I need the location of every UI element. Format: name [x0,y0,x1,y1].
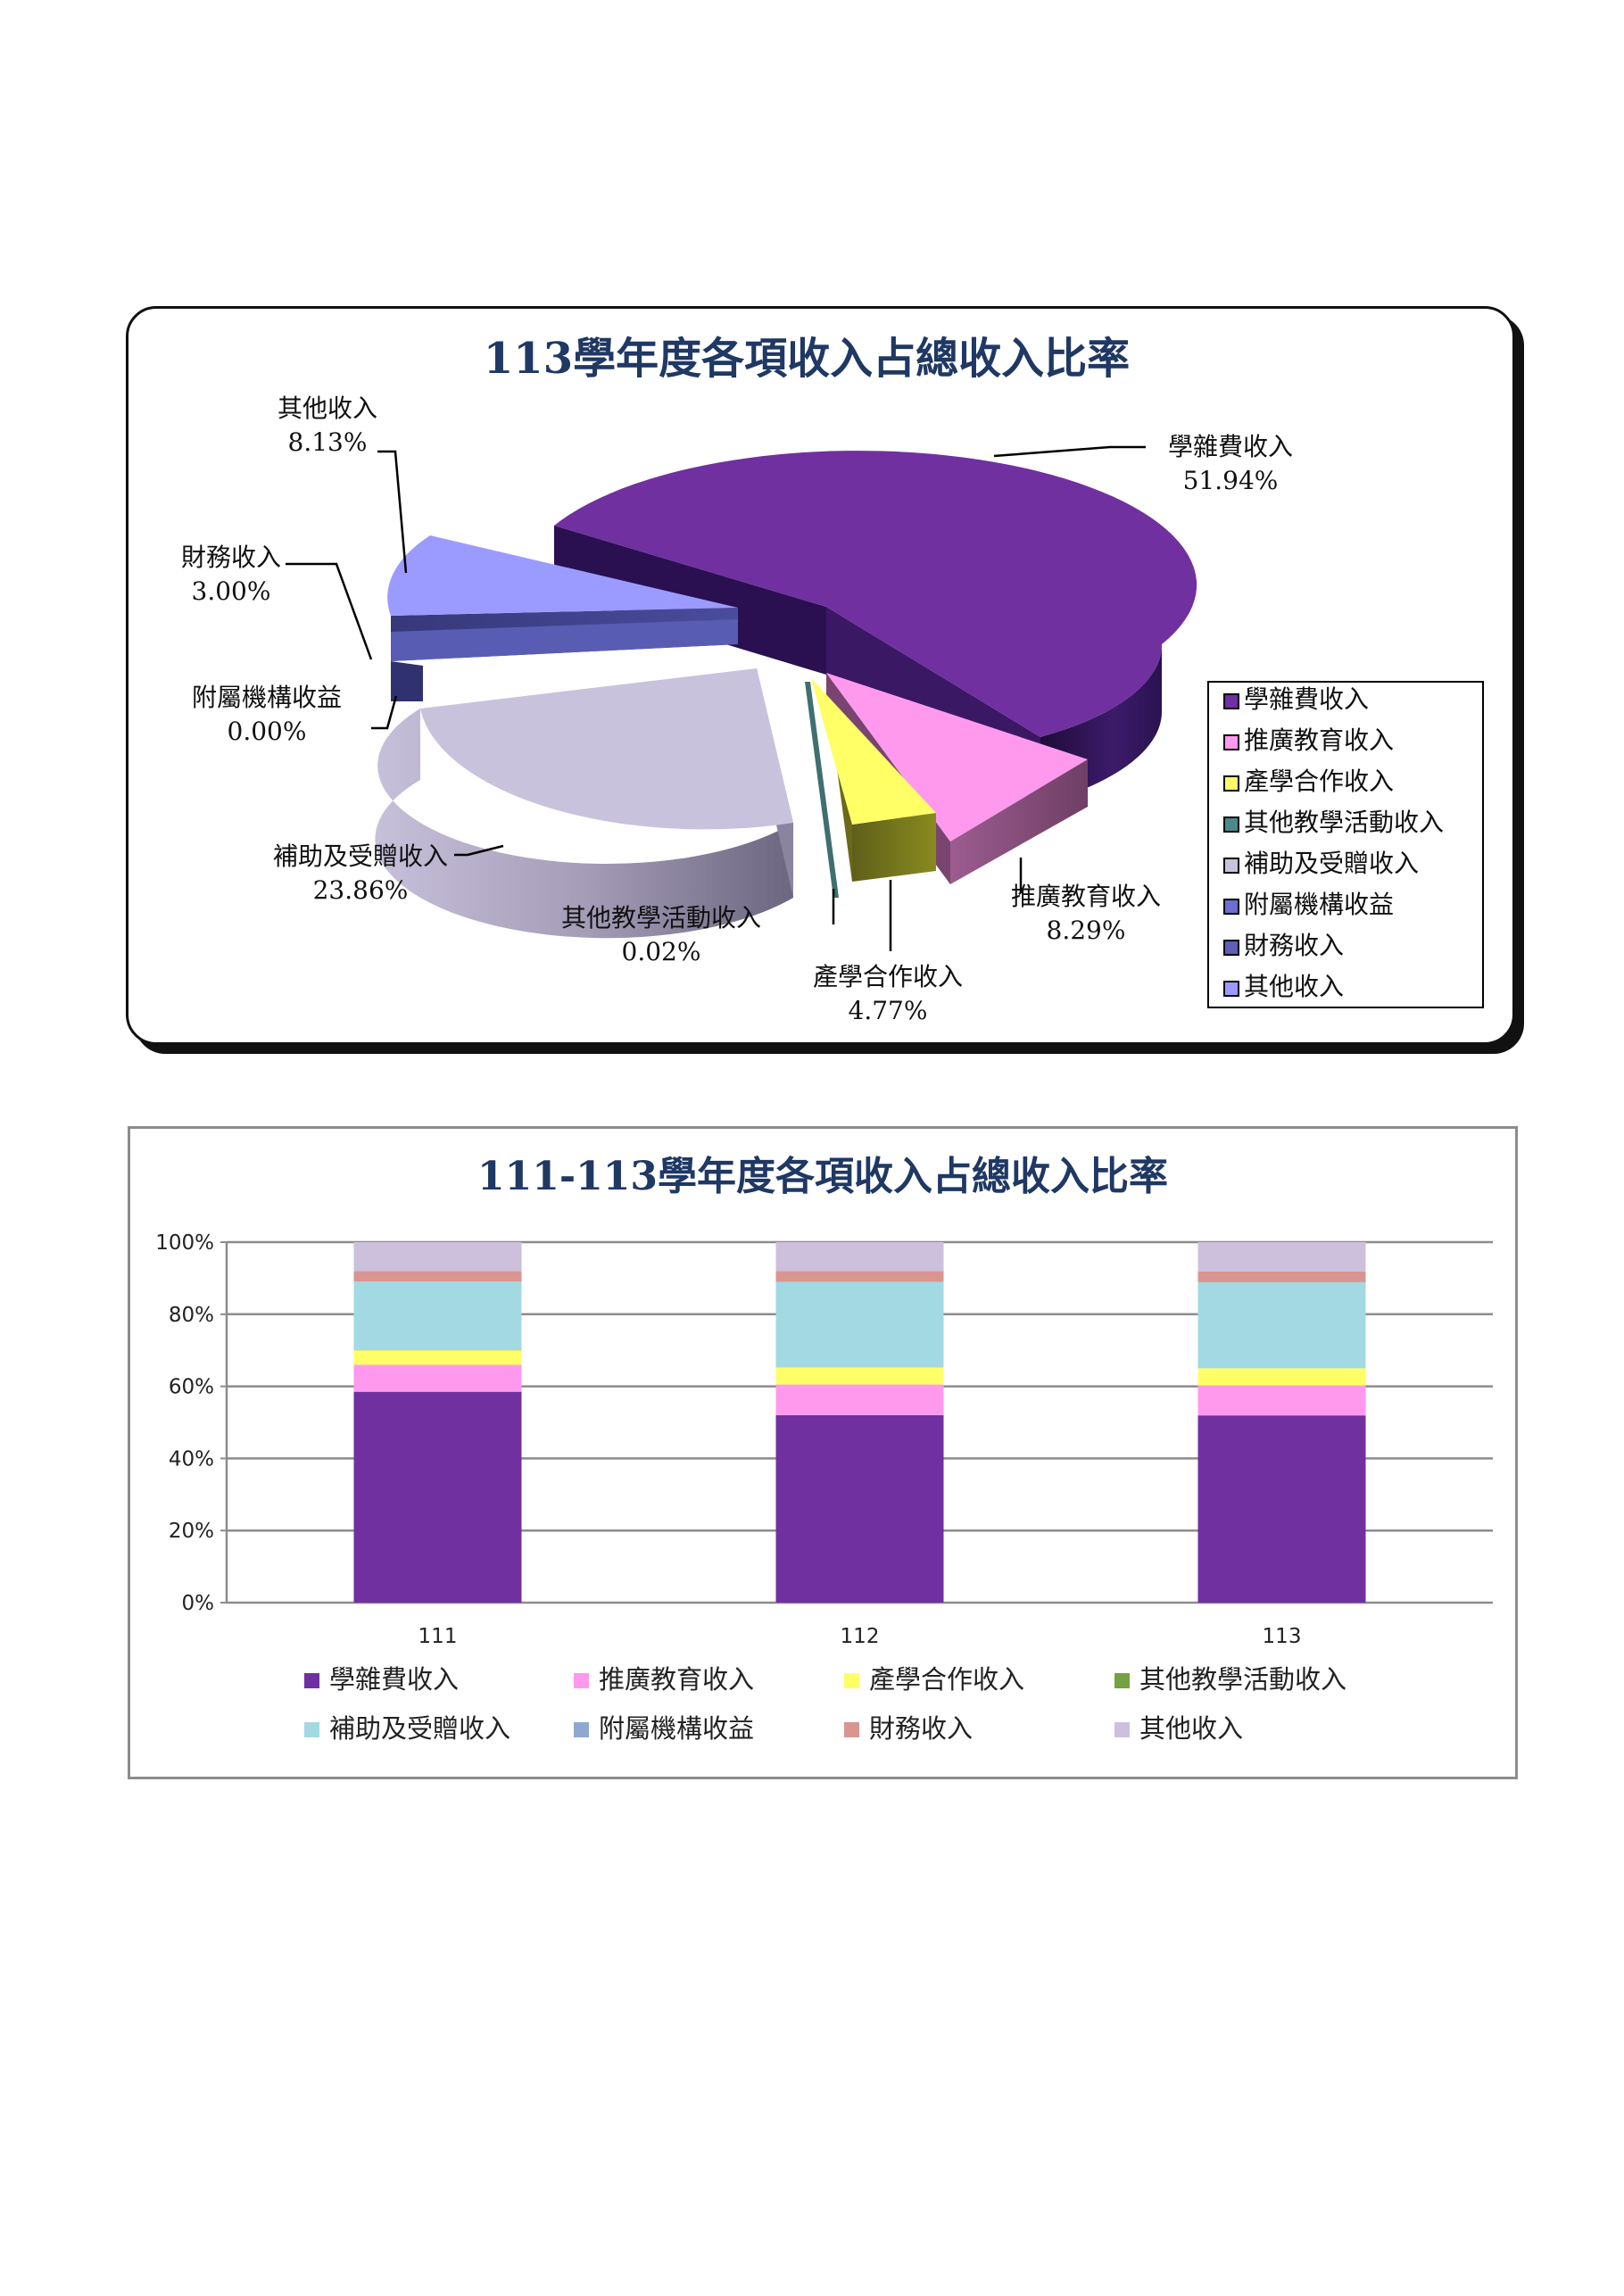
bar-legend-label: 產學合作收入 [869,1664,1024,1695]
pie-legend-swatch [1223,693,1239,709]
pie-slice-finance [391,618,738,701]
pie-legend-swatch [1223,734,1239,750]
pie-legend-label: 學雜費收入 [1244,684,1369,714]
pie-label-name: 其他教學活動收入 [561,903,761,932]
bar-legend-swatch [574,1722,589,1737]
bar-y-tick-label: 20% [169,1520,214,1543]
bar-legend-swatch [574,1673,589,1688]
pie-legend-swatch [1223,858,1239,874]
pie-legend-swatch [1223,981,1239,997]
stacked-bar-chart: 111-113學年度各項收入占總收入比率 0%20%40%60%80%100% … [155,1154,1493,1744]
bar-segment [1197,1242,1366,1272]
bar-marks [353,1242,1366,1603]
bar-legend-swatch [1114,1673,1130,1688]
bar-y-axis: 0% 20% 40% 60% 80% 100% [155,1231,228,1615]
pie-label-value: 3.00% [192,576,271,606]
pie-legend-swatch [1223,775,1239,792]
bar-legend-label: 補助及受贈收入 [329,1713,510,1744]
pie-title: 113學年度各項收入占總收入比率 [484,334,1130,384]
bar-legend-swatch [304,1673,319,1688]
pie-labels: 學雜費收入 51.94% 推廣教育收入 8.29% 產學合作收入 4.77% 其… [181,394,1293,1025]
bar-y-tick-label: 0% [182,1592,215,1615]
pie-label-name: 學雜費收入 [1168,432,1293,461]
pie-legend-swatch [1223,899,1239,915]
bar-x-tick-label: 113 [1263,1625,1302,1648]
pie-label-name: 產學合作收入 [813,962,963,991]
pie-chart-panel: 113學年度各項收入占總收入比率 [126,306,1515,1045]
bar-legend-label: 學雜費收入 [329,1664,459,1695]
bar-legend-label: 推廣教育收入 [599,1664,754,1695]
bar-segment [353,1350,522,1365]
pie-chart: 113學年度各項收入占總收入比率 [181,334,1484,1025]
pie-label-value: 23.86% [313,875,409,905]
bar-legend-swatch [304,1722,319,1737]
pie-label-name: 財務收入 [181,543,281,572]
bar-segment [775,1414,944,1603]
bar-segment [775,1384,944,1415]
bar-segment [353,1391,522,1603]
pie-slice-other-teaching [805,682,839,898]
pie-label-name: 補助及受贈收入 [273,841,448,871]
bar-segment [1197,1271,1366,1282]
bar-y-tick-label: 80% [169,1304,214,1327]
pie-legend: 學雜費收入推廣教育收入產學合作收入其他教學活動收入補助及受贈收入附屬機構收益財務… [1207,681,1484,1008]
bar-legend-label: 其他教學活動收入 [1139,1664,1346,1695]
bar-y-tick-label: 40% [169,1447,214,1471]
bar-x-tick-label: 111 [418,1625,458,1648]
bar-legend-label: 其他收入 [1139,1713,1243,1744]
pie-label-value: 4.77% [849,996,928,1025]
bar-segment [775,1367,944,1385]
bar-legend-swatch [1114,1722,1130,1737]
bar-title: 111-113學年度各項收入占總收入比率 [477,1154,1168,1199]
bar-segment [353,1364,522,1392]
pie-label-value: 51.94% [1183,466,1279,495]
pie-label-name: 其他收入 [278,394,377,423]
bar-y-tick-label: 60% [169,1376,214,1399]
pie-legend-label: 產學合作收入 [1244,767,1394,796]
pie-legend-label: 其他教學活動收入 [1244,808,1444,837]
bar-chart-panel: 111-113學年度各項收入占總收入比率 0% 20% 40% 60% 80% 100% … [128,1126,1518,1779]
bar-segment [1197,1415,1366,1603]
bar-segment [353,1271,522,1282]
pie-legend-swatch [1223,940,1239,956]
bar-x-axis: 111 112 113 [418,1625,1302,1648]
bar-segment [775,1271,944,1282]
bar-legend-label: 附屬機構收益 [599,1713,754,1744]
bar-x-tick-label: 112 [841,1625,880,1648]
pie-legend-label: 附屬機構收益 [1244,890,1394,919]
pie-legend-label: 其他收入 [1244,972,1344,1001]
pie-legend-swatch [1223,816,1239,833]
bar-legend-swatch [844,1722,859,1737]
bar-segment [1197,1368,1366,1386]
pie-slice-other-income [387,535,738,632]
bar-y-tick-label: 100% [155,1231,214,1255]
bar-segment [1197,1281,1366,1369]
pie-legend-label: 財務收入 [1244,931,1344,960]
pie-slice-industry [811,678,936,882]
bar-segment [353,1242,522,1272]
bar-segment [353,1281,522,1350]
pie-slice-subsidies [375,668,793,939]
pie-label-name: 推廣教育收入 [1011,882,1161,911]
bar-segment [1197,1385,1366,1416]
bar-segment [775,1281,944,1367]
pie-label-value: 0.02% [622,937,701,966]
pie-label-value: 8.29% [1047,916,1126,945]
bar-legend-label: 財務收入 [869,1713,973,1744]
bar-legend-swatch [844,1673,859,1688]
pie-legend-label: 補助及受贈收入 [1244,849,1419,878]
pie-legend-label: 推廣教育收入 [1244,725,1394,755]
pie-label-value: 0.00% [228,717,307,746]
pie-label-name: 附屬機構收益 [192,683,342,712]
pie-leader-lines [286,445,1146,951]
pie-label-value: 8.13% [288,427,368,457]
bar-segment [775,1242,944,1272]
